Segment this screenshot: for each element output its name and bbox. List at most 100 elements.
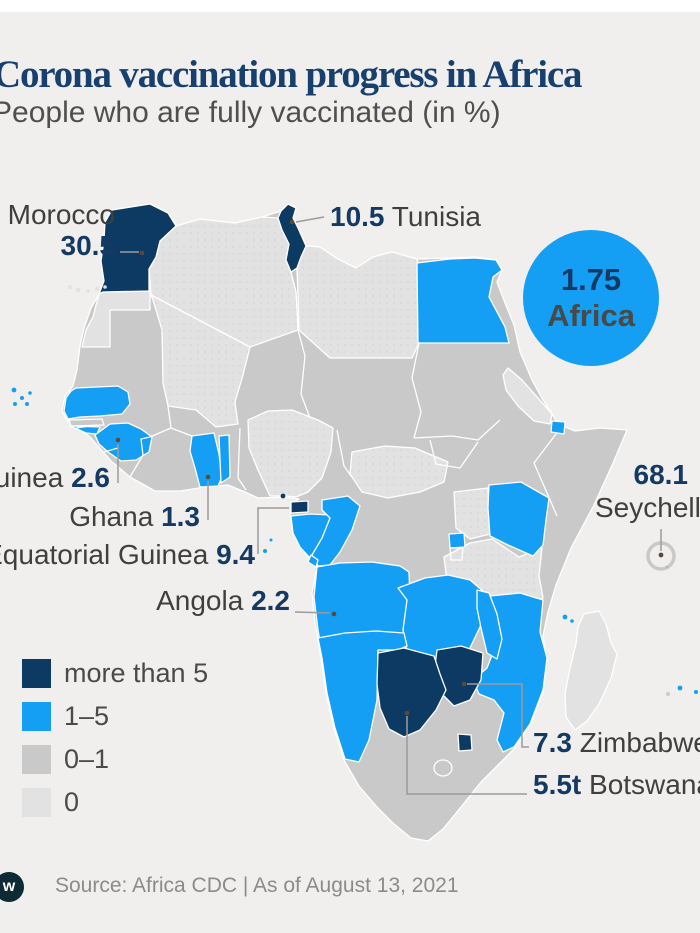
principe-island bbox=[269, 538, 273, 542]
africa-average-value: 1.75 bbox=[560, 262, 622, 297]
label-ghana-name: Ghana bbox=[69, 501, 154, 532]
country-tunisia bbox=[277, 203, 307, 273]
label-ghana-value: 1.3 bbox=[161, 501, 200, 532]
label-angola-value: 2.2 bbox=[251, 585, 290, 616]
label-seychelles-value-text: 68.1 bbox=[633, 459, 689, 490]
border-ivorycoast-liberia bbox=[129, 427, 172, 478]
country-uganda bbox=[453, 487, 491, 540]
label-tunisia: 10.5 Tunisia bbox=[330, 201, 481, 232]
map-legend: more than 5 1–5 0–1 0 bbox=[22, 658, 209, 831]
label-angola-name: Angola bbox=[156, 585, 244, 616]
border-burundi bbox=[449, 547, 464, 561]
reunion-island bbox=[666, 692, 670, 696]
country-gambia bbox=[68, 418, 105, 427]
callout-botswana bbox=[406, 716, 527, 795]
legend-row-0-1: 0–1 bbox=[22, 744, 208, 774]
border-chad-sudan bbox=[411, 342, 422, 439]
callout-equatorial-guinea bbox=[257, 507, 289, 554]
africa-average-bubble: 1.75 Africa bbox=[523, 230, 659, 366]
country-western-sahara bbox=[81, 290, 151, 348]
seychelles-dot bbox=[658, 552, 664, 558]
country-equatorial-guinea bbox=[290, 500, 309, 514]
border-guineabissau bbox=[75, 424, 98, 429]
country-togo bbox=[218, 434, 231, 484]
label-equatorial-guinea-value: 9.4 bbox=[216, 539, 255, 570]
source-note: Source: Africa CDC | As of August 13, 20… bbox=[55, 874, 459, 897]
mauritius-outer-island bbox=[694, 690, 698, 694]
legend-swatch-navy bbox=[22, 659, 51, 688]
top-white-strip bbox=[0, 0, 700, 12]
label-zimbabwe: 7.3 Zimbabwe bbox=[533, 727, 700, 758]
label-angola: Angola 2.2 bbox=[156, 585, 290, 616]
callout-tunisia bbox=[295, 216, 325, 223]
country-kenya bbox=[487, 481, 550, 557]
label-equatorial-guinea-name: Equatorial Guinea bbox=[0, 539, 209, 570]
canary-islands bbox=[68, 285, 107, 293]
country-eswatini bbox=[457, 733, 473, 752]
label-morocco-name: Morocco bbox=[7, 199, 115, 230]
legend-label-more-than-5: more than 5 bbox=[64, 658, 209, 688]
seychelles-speck bbox=[665, 565, 669, 569]
border-somalia-ethiopia bbox=[533, 433, 558, 517]
callout-zimbabwe bbox=[467, 683, 529, 748]
country-egypt bbox=[416, 257, 510, 344]
legend-row-0: 0 bbox=[22, 787, 208, 817]
mauritius-island bbox=[677, 685, 683, 691]
label-zimbabwe-value: 7.3 bbox=[533, 727, 572, 758]
country-lesotho bbox=[433, 759, 453, 777]
label-seychelles-name: Seychelles bbox=[595, 492, 700, 523]
country-botswana bbox=[376, 647, 447, 738]
label-seychelles-value: 68.1 bbox=[634, 459, 689, 490]
legend-label-1-5: 1–5 bbox=[64, 701, 110, 731]
country-ghana bbox=[189, 432, 223, 488]
label-tunisia-value: 10.5 bbox=[330, 201, 385, 232]
callout-angola bbox=[294, 611, 331, 614]
country-mali bbox=[150, 294, 251, 428]
country-namibia bbox=[317, 630, 408, 763]
page-subtitle: People who are fully vaccinated (in %) bbox=[0, 96, 501, 129]
label-guinea-name: Guinea bbox=[0, 462, 64, 493]
border-cameroon bbox=[336, 429, 352, 477]
label-morocco: Morocco 30.5 bbox=[8, 199, 115, 261]
border-benin bbox=[237, 427, 247, 491]
country-senegal bbox=[63, 385, 131, 420]
label-seychelles-name-text: Seychelles bbox=[595, 492, 700, 523]
border-southsudan-ethiopia bbox=[429, 439, 479, 469]
label-guinea: Guinea 2.6 bbox=[0, 462, 110, 493]
country-morocco bbox=[98, 203, 177, 295]
legend-row-more-than-5: more than 5 bbox=[22, 658, 209, 688]
country-central-african-republic bbox=[349, 445, 449, 499]
cape-verde-islands bbox=[11, 387, 32, 406]
label-equatorial-guinea: Equatorial Guinea 9.4 bbox=[0, 539, 255, 570]
border-niger-chad bbox=[297, 329, 311, 419]
legend-label-0: 0 bbox=[64, 787, 80, 817]
legend-row-1-5: 1–5 bbox=[22, 701, 208, 731]
bioko-island bbox=[280, 493, 286, 499]
country-nigeria bbox=[247, 409, 334, 498]
label-botswana: 5.5t Botswana bbox=[533, 769, 700, 800]
legend-label-0-1: 0–1 bbox=[64, 744, 110, 774]
legend-swatch-gray bbox=[22, 745, 51, 774]
country-madagascar bbox=[564, 610, 618, 731]
country-eritrea bbox=[502, 367, 553, 425]
dw-logo-letter: w bbox=[2, 878, 16, 895]
country-malawi bbox=[476, 589, 503, 660]
sao-tome-island bbox=[263, 549, 267, 553]
country-cabinda bbox=[307, 554, 319, 568]
label-botswana-value: 5.5t bbox=[533, 769, 582, 800]
label-ghana: Ghana 1.3 bbox=[69, 501, 200, 532]
label-guinea-value: 2.6 bbox=[71, 462, 110, 493]
label-zimbabwe-name: Zimbabwe bbox=[579, 727, 700, 758]
page-title: Corona vaccination progress in Africa bbox=[0, 53, 582, 97]
border-sierraleone bbox=[103, 447, 119, 453]
legend-swatch-light bbox=[22, 788, 51, 817]
border-sudan-southsudan bbox=[413, 419, 501, 441]
country-djibouti bbox=[550, 420, 566, 435]
country-marker-dots bbox=[115, 219, 467, 716]
country-rwanda bbox=[448, 532, 466, 549]
label-morocco-value: 30.5 bbox=[60, 230, 116, 261]
country-guinea bbox=[94, 422, 153, 462]
dw-logo: w bbox=[0, 872, 24, 902]
africa-average-label: Africa bbox=[547, 298, 635, 333]
